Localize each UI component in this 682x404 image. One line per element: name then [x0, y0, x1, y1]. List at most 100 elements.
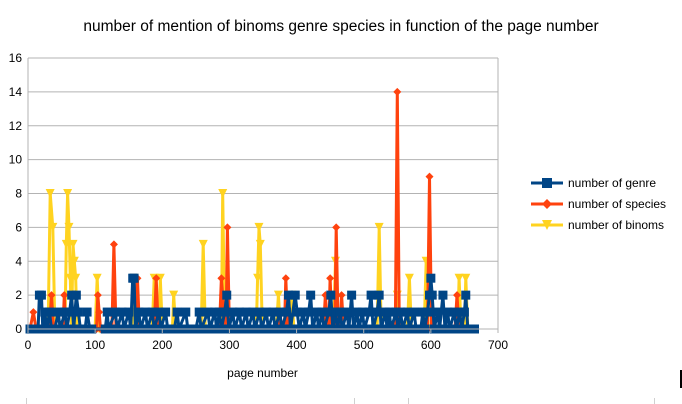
data-point — [426, 273, 436, 283]
data-point — [254, 222, 264, 232]
x-tick-label: 600 — [421, 338, 441, 352]
data-point — [352, 307, 362, 317]
data-point — [61, 239, 71, 249]
data-point — [214, 307, 224, 317]
data-point — [194, 307, 204, 317]
data-point — [342, 307, 352, 317]
data-point — [275, 307, 285, 317]
data-point — [44, 307, 54, 317]
series-line — [28, 91, 461, 331]
data-point — [324, 307, 334, 317]
data-point — [461, 290, 471, 300]
page-edge-mark — [354, 398, 355, 404]
y-tick-label: 14 — [9, 85, 23, 99]
legend-entry: number of binoms — [530, 214, 666, 235]
data-point — [402, 307, 412, 317]
data-point — [337, 291, 346, 300]
data-point — [312, 307, 322, 317]
data-point — [109, 240, 118, 249]
y-tick-label: 6 — [15, 220, 22, 234]
data-point — [332, 223, 341, 232]
x-tick-label: 700 — [488, 338, 508, 352]
data-point — [29, 308, 38, 317]
data-point — [331, 307, 341, 317]
data-point — [71, 290, 81, 300]
data-point — [235, 307, 244, 317]
data-point — [82, 307, 92, 317]
data-point — [60, 307, 70, 317]
data-point — [155, 273, 165, 283]
data-point — [423, 307, 432, 317]
data-point — [210, 307, 220, 317]
data-point — [261, 307, 271, 317]
data-point — [141, 307, 150, 317]
data-point — [223, 223, 232, 232]
data-point — [67, 290, 77, 300]
data-point — [455, 307, 465, 317]
x-tick-label: 300 — [219, 338, 239, 352]
legend-entry: number of species — [530, 193, 666, 214]
data-point — [36, 290, 46, 300]
data-point — [438, 290, 448, 300]
data-point — [281, 274, 290, 283]
y-tick-label: 12 — [9, 119, 23, 133]
x-tick-label: 0 — [25, 338, 32, 352]
data-point — [433, 307, 443, 317]
data-point — [461, 273, 471, 283]
text-cursor — [680, 370, 682, 388]
series-layer — [25, 87, 479, 334]
data-point — [357, 307, 367, 317]
data-point — [284, 290, 294, 300]
data-point — [255, 239, 265, 249]
y-tick-label: 16 — [9, 51, 23, 65]
data-point — [93, 291, 102, 300]
data-point — [298, 307, 308, 317]
data-point — [228, 307, 238, 317]
data-point — [161, 307, 171, 317]
data-point — [317, 307, 327, 317]
data-point — [255, 307, 265, 317]
y-tick-label: 8 — [15, 187, 22, 201]
tick-labels: 0 2 4 6 8 10 12 14 16 0 100 200 300 400 500 600 700 — [9, 51, 509, 352]
data-point — [134, 307, 144, 317]
y-tick-label: 2 — [15, 288, 22, 302]
data-point — [542, 219, 552, 230]
data-point — [443, 307, 453, 317]
data-point — [282, 307, 291, 317]
data-point — [391, 307, 401, 317]
legend-swatch — [531, 219, 563, 230]
data-point — [306, 290, 316, 300]
data-point — [102, 307, 112, 317]
legend-label: number of species — [568, 196, 667, 211]
data-point — [40, 307, 50, 317]
legend-swatch — [531, 177, 563, 188]
data-point — [53, 307, 63, 317]
data-point — [418, 307, 428, 317]
data-point — [218, 189, 228, 198]
data-point — [374, 222, 384, 232]
data-point — [152, 274, 161, 283]
data-point — [222, 290, 232, 300]
data-point — [124, 307, 134, 317]
data-point — [364, 307, 374, 317]
data-point — [68, 239, 78, 249]
data-point — [290, 290, 300, 300]
legend-entry: number of genre — [530, 172, 666, 193]
data-point — [374, 290, 384, 300]
x-tick-label: 500 — [354, 338, 374, 352]
data-point — [92, 273, 102, 283]
data-point — [198, 239, 208, 249]
data-point — [253, 273, 263, 283]
data-point — [69, 256, 79, 266]
y-tick-label: 0 — [15, 322, 22, 336]
data-point — [147, 307, 157, 317]
data-point — [181, 307, 191, 317]
data-point — [542, 177, 552, 188]
data-point — [453, 291, 462, 300]
data-point — [203, 307, 213, 317]
data-point — [384, 307, 394, 317]
data-point — [110, 307, 120, 317]
page-edge-mark — [26, 398, 27, 404]
data-point — [268, 307, 278, 317]
data-point — [241, 307, 251, 317]
